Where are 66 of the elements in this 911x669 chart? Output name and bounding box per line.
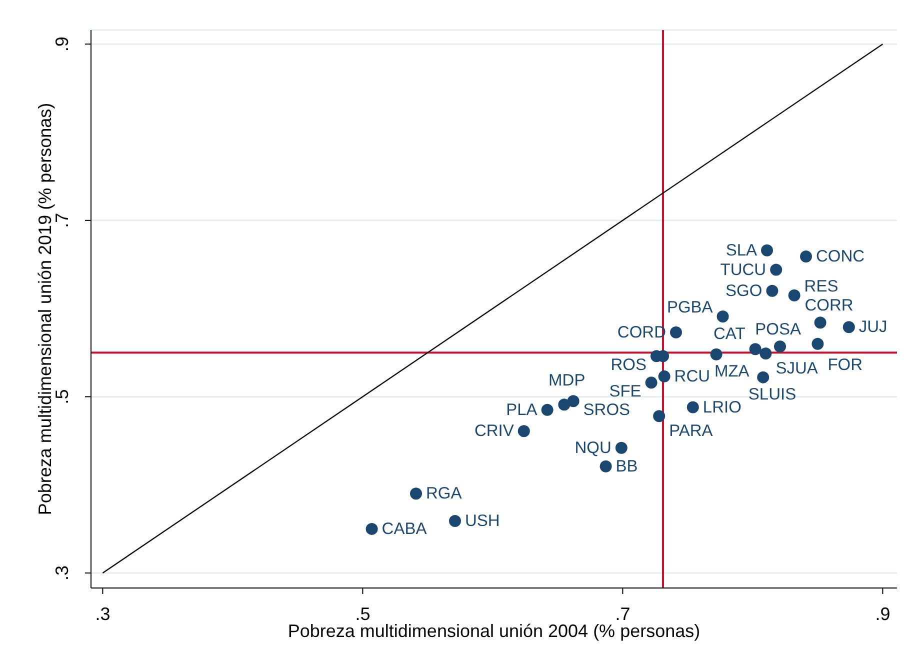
- point: [800, 250, 812, 263]
- point: [766, 284, 778, 297]
- point: [749, 343, 762, 356]
- x-tick-label: .3: [95, 604, 110, 624]
- data-label: MDP: [548, 372, 586, 390]
- data-label: CONC: [816, 248, 865, 266]
- data-label: USH: [465, 512, 500, 530]
- point: [567, 395, 580, 408]
- data-label: PARA: [669, 422, 713, 440]
- point: [770, 264, 782, 276]
- point: [518, 425, 530, 438]
- point: [541, 404, 554, 416]
- point: [449, 515, 461, 528]
- point: [812, 338, 824, 350]
- point: [558, 398, 570, 411]
- point: [645, 376, 658, 389]
- data-label: NQU: [574, 438, 612, 457]
- data-label: RCU: [674, 367, 710, 386]
- point: [760, 348, 772, 360]
- point: [653, 410, 666, 422]
- data-label: CABA: [382, 520, 427, 538]
- point: [710, 348, 722, 360]
- y-tick-label: .7: [52, 212, 72, 228]
- data-label: SJUA: [776, 360, 818, 378]
- data-label: SLUIS: [748, 385, 796, 404]
- data-label: CRIV: [474, 422, 514, 440]
- x-tick-label: .9: [875, 604, 890, 624]
- y-axis-title: Pobreza multidimensional unión 2019 (% personas): [35, 102, 55, 516]
- data-label: JUJ: [858, 318, 888, 336]
- point: [615, 442, 628, 454]
- data-label: PGBA: [666, 298, 713, 316]
- data-label: MZA: [714, 362, 750, 380]
- point: [366, 522, 378, 535]
- data-label: POSA: [755, 320, 802, 338]
- data-label: CORR: [804, 296, 854, 315]
- point: [670, 326, 682, 338]
- data-label: FOR: [828, 356, 863, 374]
- point: [788, 289, 800, 302]
- point: [774, 340, 786, 352]
- data-label: SFE: [609, 382, 642, 401]
- point: [410, 488, 422, 500]
- point: [757, 371, 770, 384]
- y-tick-label: .3: [52, 566, 72, 581]
- point: [716, 310, 729, 322]
- data-label: PLA: [506, 400, 538, 419]
- data-label: RGA: [426, 484, 462, 503]
- point: [600, 460, 612, 472]
- data-label: SLA: [726, 241, 757, 260]
- data-label: SROS: [583, 401, 630, 420]
- point: [686, 401, 699, 414]
- x-tick-label: .7: [615, 604, 630, 624]
- y-tick-label: .5: [52, 389, 72, 404]
- x-axis-title: Pobreza multidimensional unión 2004 (% personas): [288, 621, 700, 641]
- point: [761, 244, 773, 256]
- data-label: LRIO: [702, 398, 742, 416]
- data-label: SGO: [726, 282, 762, 300]
- point: [658, 370, 670, 382]
- y-tick-label: .9: [52, 36, 72, 52]
- data-label: RES: [804, 277, 838, 296]
- point: [842, 321, 855, 334]
- data-label: TUCU: [720, 260, 766, 279]
- point: [814, 316, 826, 329]
- data-label: CAT: [714, 325, 746, 344]
- x-tick-label: .5: [355, 604, 370, 624]
- data-label: ROS: [610, 356, 647, 374]
- data-label: BB: [616, 457, 638, 476]
